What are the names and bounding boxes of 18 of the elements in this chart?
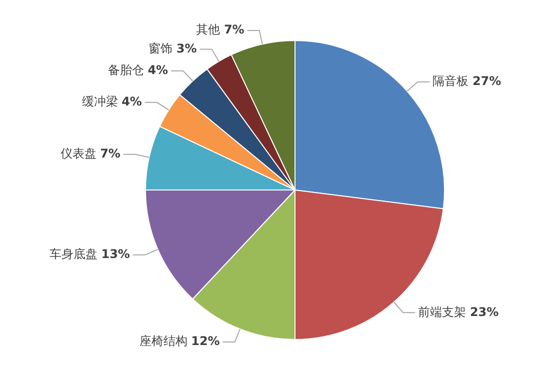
slice-label: 隔音板: [432, 74, 472, 88]
slice-label: 缓冲梁: [82, 94, 122, 109]
data-label: 27%: [472, 74, 502, 88]
slice-label: 车身底盘: [49, 247, 102, 262]
slice-label: 窗饰: [148, 41, 176, 56]
data-label: 7%: [224, 22, 244, 37]
data-label: 13%: [101, 247, 130, 262]
data-label: 4%: [122, 94, 142, 109]
data-label: 7%: [100, 146, 120, 160]
data-label: 3%: [176, 41, 197, 56]
data-label: 23%: [470, 304, 499, 319]
slice-label: 仪表盘: [60, 146, 100, 160]
slice-label: 座椅结构: [139, 334, 192, 348]
data-label: 12%: [191, 334, 220, 348]
slice-label: 前端支架: [418, 304, 470, 319]
slice-label: 备胎仓: [108, 62, 148, 77]
data-label: 4%: [148, 62, 168, 77]
slice-label: 其他: [196, 22, 224, 37]
